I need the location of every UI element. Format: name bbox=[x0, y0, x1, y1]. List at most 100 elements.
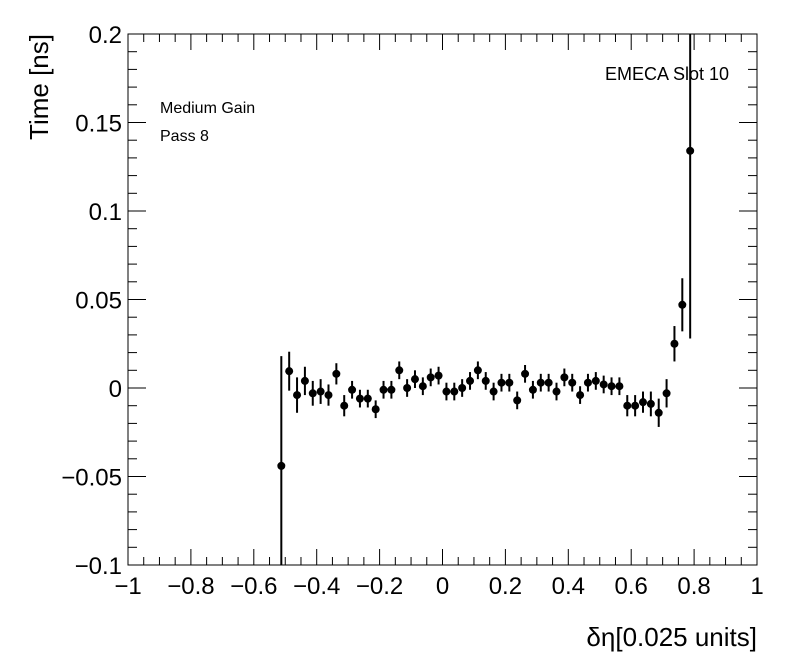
x-tick-label: 1 bbox=[750, 573, 763, 600]
data-point bbox=[316, 379, 325, 404]
data-point bbox=[521, 364, 530, 383]
point-marker bbox=[513, 396, 522, 405]
point-marker bbox=[332, 369, 341, 378]
data-point bbox=[426, 368, 435, 387]
x-tick-label: 0.2 bbox=[489, 573, 522, 600]
data-points bbox=[277, 34, 695, 565]
point-marker bbox=[395, 366, 404, 375]
point-marker bbox=[348, 385, 357, 394]
point-marker bbox=[285, 367, 294, 376]
data-point bbox=[442, 382, 451, 401]
data-point bbox=[599, 375, 608, 394]
point-marker bbox=[426, 373, 435, 382]
y-axis-title: Time [ns] bbox=[24, 34, 54, 140]
data-point bbox=[293, 377, 302, 413]
point-marker bbox=[521, 369, 530, 378]
point-marker bbox=[670, 339, 679, 348]
data-point bbox=[615, 377, 624, 396]
data-point bbox=[481, 372, 490, 390]
x-tick-label: 0 bbox=[436, 573, 449, 600]
data-point bbox=[300, 366, 309, 396]
data-point bbox=[623, 395, 632, 417]
point-marker bbox=[662, 389, 671, 398]
point-marker bbox=[568, 378, 577, 387]
data-point bbox=[591, 372, 600, 390]
point-marker bbox=[678, 300, 687, 309]
data-point bbox=[324, 384, 333, 406]
data-point bbox=[387, 380, 396, 399]
data-point bbox=[395, 361, 404, 380]
data-point bbox=[466, 372, 475, 390]
data-point bbox=[434, 366, 443, 385]
point-marker bbox=[497, 378, 506, 387]
y-tick-label: 0.05 bbox=[75, 288, 122, 315]
data-point bbox=[576, 386, 585, 404]
y-tick-label: 0.1 bbox=[89, 199, 122, 226]
data-point bbox=[403, 379, 412, 397]
point-marker bbox=[410, 375, 419, 384]
y-axis-ticks bbox=[128, 33, 757, 566]
point-marker bbox=[576, 391, 585, 400]
data-point bbox=[458, 379, 467, 397]
data-point bbox=[552, 382, 561, 401]
data-point bbox=[363, 389, 372, 408]
point-marker bbox=[552, 387, 561, 396]
y-axis-tick-labels: −0.1 −0.05 0 0.05 0.1 0.15 0.2 bbox=[61, 22, 122, 580]
point-marker bbox=[324, 391, 333, 400]
x-tick-label: 0.4 bbox=[552, 573, 585, 600]
data-point bbox=[686, 34, 695, 339]
point-marker bbox=[599, 380, 608, 389]
x-axis-title: δη[0.025 units] bbox=[586, 622, 757, 652]
point-marker bbox=[623, 401, 632, 410]
point-marker bbox=[458, 384, 467, 392]
point-marker bbox=[277, 461, 286, 470]
data-point bbox=[560, 368, 569, 387]
point-marker bbox=[473, 366, 482, 375]
annotation-medium-gain: Medium Gain bbox=[160, 100, 255, 117]
x-tick-label: −1 bbox=[114, 573, 141, 600]
point-marker bbox=[481, 376, 490, 385]
data-point bbox=[277, 356, 286, 565]
data-point bbox=[450, 382, 459, 401]
data-point bbox=[654, 398, 663, 427]
point-marker bbox=[686, 146, 695, 155]
point-marker bbox=[442, 387, 451, 396]
data-point bbox=[607, 377, 616, 396]
point-marker bbox=[340, 401, 349, 410]
point-marker bbox=[300, 376, 309, 385]
data-point bbox=[371, 400, 380, 419]
point-marker bbox=[544, 378, 553, 387]
data-point bbox=[285, 351, 294, 391]
data-point bbox=[379, 380, 388, 399]
x-axis-ticks bbox=[127, 34, 758, 565]
data-point bbox=[308, 380, 317, 406]
point-marker bbox=[371, 405, 380, 414]
annotation-emeca-slot: EMECA Slot 10 bbox=[605, 64, 729, 84]
data-point bbox=[497, 373, 506, 392]
x-tick-label: 0.8 bbox=[677, 573, 710, 600]
x-tick-label: 0.6 bbox=[615, 573, 648, 600]
point-marker bbox=[387, 385, 396, 394]
data-point bbox=[638, 391, 647, 413]
y-tick-label: 0 bbox=[109, 376, 122, 403]
point-marker bbox=[528, 385, 537, 394]
point-marker bbox=[316, 387, 325, 396]
data-point bbox=[678, 278, 687, 332]
point-marker bbox=[379, 385, 388, 394]
x-axis-tick-labels: −1 −0.8 −0.6 −0.4 −0.2 0 0.2 0.4 0.6 0.8 1 bbox=[114, 573, 763, 600]
data-point bbox=[662, 379, 671, 408]
data-point bbox=[544, 373, 553, 392]
point-marker bbox=[615, 382, 624, 391]
point-marker bbox=[638, 398, 647, 407]
data-point bbox=[332, 363, 341, 385]
data-point bbox=[583, 373, 592, 392]
x-tick-label: −0.4 bbox=[293, 573, 340, 600]
point-marker bbox=[363, 394, 372, 403]
point-marker bbox=[489, 387, 498, 396]
data-point bbox=[340, 395, 349, 417]
point-marker bbox=[607, 382, 616, 391]
point-marker bbox=[583, 378, 592, 387]
data-point bbox=[536, 373, 545, 392]
data-point bbox=[513, 391, 522, 410]
